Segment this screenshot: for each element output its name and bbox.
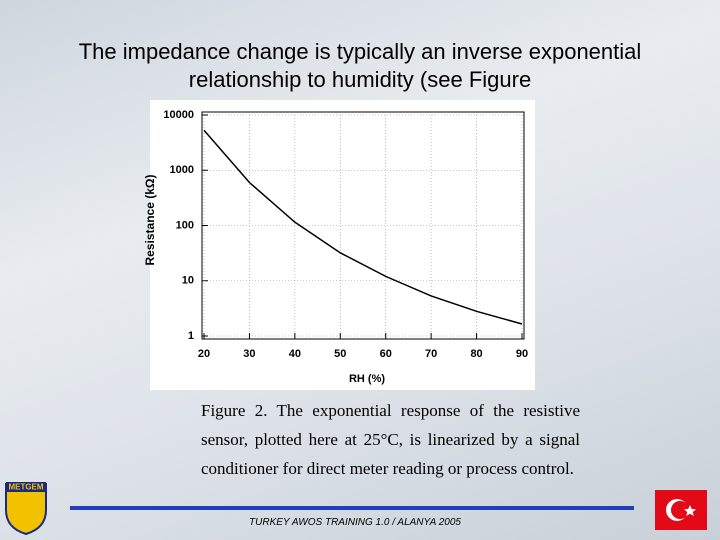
- x-tick-label: 30: [243, 348, 255, 360]
- footer: TURKEY AWOS TRAINING 1.0 / ALANYA 2005: [249, 517, 461, 528]
- data-line: [203, 129, 523, 325]
- y-tick-label: 1: [188, 330, 194, 342]
- x-tick-label: 80: [470, 348, 482, 360]
- y-tick-label: 1000: [170, 164, 194, 176]
- chart-background: [150, 100, 535, 390]
- flag-crescent-cut: [671, 501, 689, 519]
- y-tick-label: 100: [176, 219, 194, 231]
- y-tick-label: 10000: [163, 109, 194, 121]
- x-tick-label: 70: [425, 348, 437, 360]
- logo-shield: [5, 483, 47, 536]
- y-tick-label: 10: [182, 275, 194, 287]
- turkish-flag: [655, 490, 707, 530]
- figure-caption: Figure 2. The exponential response of th…: [201, 401, 580, 478]
- y-axis-label: Resistance (kΩ): [143, 175, 157, 266]
- x-tick-label: 60: [380, 348, 392, 360]
- logo: METGEM: [5, 482, 47, 536]
- flag-star: [684, 505, 696, 516]
- x-tick-label: 40: [289, 348, 301, 360]
- slide-title: The impedance change is typically an inv…: [78, 39, 642, 92]
- logo-band: [6, 482, 46, 492]
- x-tick-label: 50: [334, 348, 346, 360]
- footer-rule: [70, 506, 634, 510]
- x-axis-label: RH (%): [349, 373, 385, 385]
- x-tick-label: 90: [516, 348, 528, 360]
- x-tick-label: 20: [198, 348, 210, 360]
- logo-text: METGEM: [8, 483, 43, 492]
